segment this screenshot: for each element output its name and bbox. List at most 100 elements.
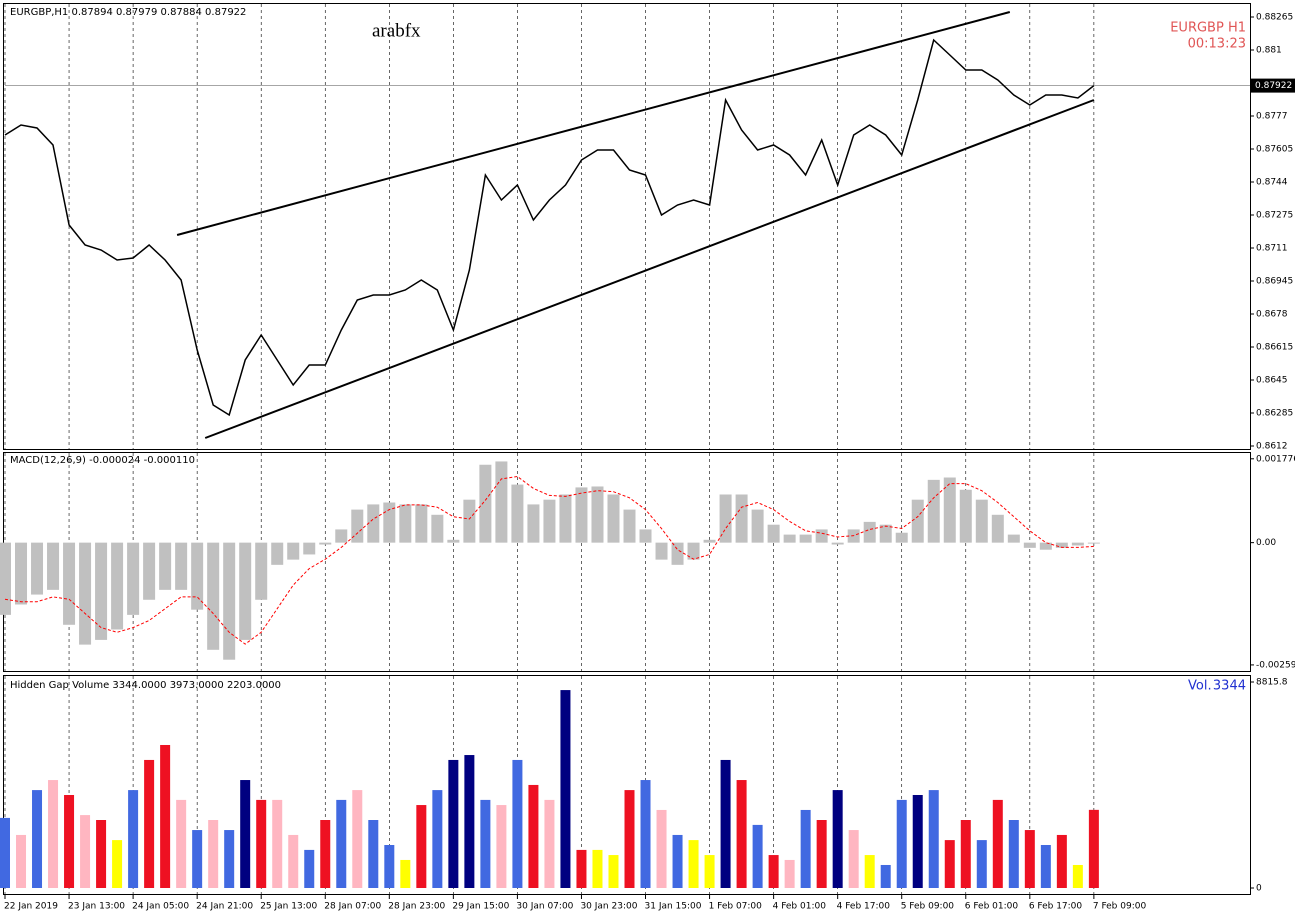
- price-pane: [3, 3, 1251, 450]
- volume-bar: [976, 840, 987, 888]
- volume-bar: [32, 790, 43, 888]
- volume-bar: [736, 780, 747, 888]
- volume-bar: [688, 840, 699, 888]
- volume-bar: [288, 834, 299, 888]
- macd-bar: [479, 464, 492, 543]
- x-tick-label: 28 Jan 23:00: [388, 902, 445, 912]
- y-tick-label: 0.8678: [1256, 310, 1288, 320]
- volume-bar: [800, 809, 811, 888]
- x-tick-label: 24 Jan 21:00: [196, 902, 253, 912]
- volume-bar: [240, 780, 251, 888]
- volume-bar: [336, 799, 347, 888]
- macd-bar: [607, 494, 620, 543]
- volume-bar: [880, 864, 891, 888]
- volume-bar: [272, 799, 283, 888]
- macd-bar: [335, 529, 348, 543]
- volume-bar: [384, 845, 395, 888]
- macd-bar: [911, 499, 924, 543]
- macd-bar: [1039, 542, 1052, 550]
- y-tick-label: 0.8711: [1256, 244, 1288, 254]
- price-title: EURGBP,H1 0.87894 0.87979 0.87884 0.8792…: [10, 7, 246, 18]
- volume-bar: [544, 799, 555, 888]
- y-tick-label: 0.88265: [1256, 13, 1293, 23]
- macd-bar: [303, 542, 316, 555]
- y-tick-label: 0.86945: [1256, 277, 1293, 287]
- volume-bar: [416, 805, 427, 888]
- volume-bar: [944, 840, 955, 888]
- macd-bar: [1071, 542, 1084, 546]
- macd-bar: [431, 514, 444, 543]
- y-tick-label: 8815.8: [1256, 678, 1288, 688]
- x-tick-label: 30 Jan 23:00: [580, 902, 637, 912]
- volume-bar: [896, 799, 907, 888]
- x-tick-label: 25 Jan 13:00: [260, 902, 317, 912]
- macd-bar: [47, 542, 60, 590]
- macd-title: MACD(12,26,9) -0.000024 -0.000110: [10, 455, 195, 466]
- volume-bar: [112, 840, 123, 888]
- macd-bar: [975, 499, 988, 543]
- y-tick-label: 0.86615: [1256, 343, 1293, 353]
- macd-bar: [191, 542, 204, 610]
- macd-bar: [959, 489, 972, 543]
- x-tick-label: 5 Feb 09:00: [901, 902, 955, 912]
- x-tick-label: 31 Jan 15:00: [645, 902, 702, 912]
- macd-bar: [799, 534, 812, 543]
- y-tick-label: 0.8612: [1256, 442, 1288, 452]
- volume-bar: [512, 759, 523, 888]
- macd-bar: [495, 461, 508, 543]
- macd-bar: [735, 494, 748, 543]
- macd-bar: [815, 529, 828, 543]
- volume-bar: [496, 805, 507, 888]
- macd-bar: [831, 542, 844, 545]
- x-tick-label: 4 Feb 17:00: [837, 902, 891, 912]
- annotation: arabfx: [372, 20, 421, 41]
- y-tick-label: 0.881: [1256, 46, 1282, 56]
- volume-bar: [752, 824, 763, 888]
- x-tick-label: 29 Jan 15:00: [452, 902, 509, 912]
- volume-bar: [912, 794, 923, 888]
- volume-bar: [464, 755, 475, 888]
- macd-bar: [991, 514, 1004, 543]
- macd-bar: [95, 542, 108, 640]
- symbol-label: EURGBP H1: [1170, 21, 1246, 36]
- volume-bar: [128, 790, 139, 888]
- volume-bar: [848, 830, 859, 888]
- x-tick-label: 6 Feb 01:00: [965, 902, 1019, 912]
- macd-bar: [415, 504, 428, 543]
- x-tick-label: 7 Feb 09:00: [1093, 902, 1147, 912]
- volume-bar: [832, 790, 843, 888]
- volume-bar: [1008, 820, 1019, 888]
- macd-bar: [879, 524, 892, 543]
- volume-bar: [96, 820, 107, 888]
- macd-bar: [655, 542, 668, 560]
- macd-bar: [639, 529, 652, 543]
- volume-bar: [704, 855, 715, 888]
- macd-bar: [575, 487, 588, 543]
- macd-bar: [751, 509, 764, 543]
- volume-bar: [64, 794, 75, 888]
- macd-bar: [79, 542, 92, 645]
- timer-label: 00:13:23: [1188, 37, 1246, 52]
- volume-bar: [16, 834, 27, 888]
- volume-bar: [256, 799, 267, 888]
- volume-bar: [160, 744, 171, 888]
- macd-bar: [767, 524, 780, 543]
- macd-bar: [463, 499, 476, 543]
- x-tick-label: 30 Jan 07:00: [516, 902, 573, 912]
- y-tick-label: 0.86285: [1256, 409, 1293, 419]
- volume-bar: [608, 855, 619, 888]
- volume-bar: [320, 820, 331, 888]
- volume-bar: [928, 790, 939, 888]
- trendline: [176, 11, 1011, 236]
- volume-pane: [3, 675, 1251, 895]
- macd-bar: [63, 542, 76, 625]
- volume-bar: [592, 849, 603, 888]
- volume-bar: [1024, 830, 1035, 888]
- macd-bar: [399, 504, 412, 543]
- macd-bar: [1007, 534, 1020, 543]
- macd-bar: [623, 509, 636, 543]
- macd-bar: [287, 542, 300, 560]
- macd-bar: [223, 542, 236, 660]
- macd-bar: [719, 494, 732, 543]
